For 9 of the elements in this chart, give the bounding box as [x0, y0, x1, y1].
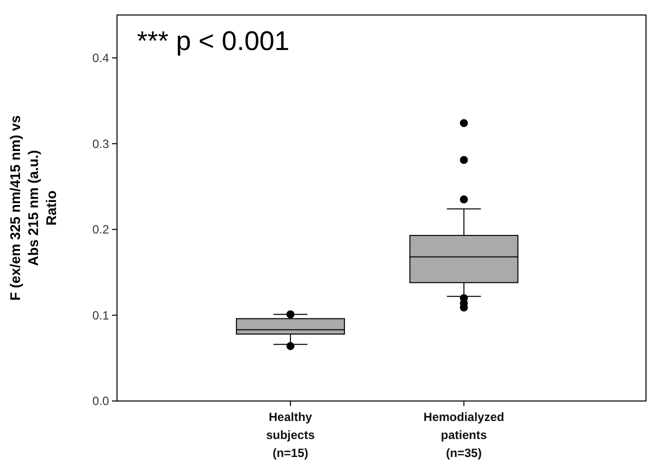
y-tick-label: 0.0: [92, 394, 110, 408]
y-axis-title: F (ex/em 325 nm/415 nm) vs Abs 215 nm (a.u.) Ratio: [7, 115, 59, 301]
x-tick-label: Hemodialyzed patients (n=35): [424, 410, 504, 460]
y-tick-label: 0.1: [92, 308, 110, 322]
y-tick-label: 0.2: [92, 222, 110, 237]
y-tick-label: 0.3: [92, 136, 110, 151]
y-tick-label: 0.4: [92, 51, 110, 66]
annotation: *** p < 0.001: [137, 26, 290, 56]
x-tick-label: Healthy subjects (n=15): [266, 410, 316, 460]
